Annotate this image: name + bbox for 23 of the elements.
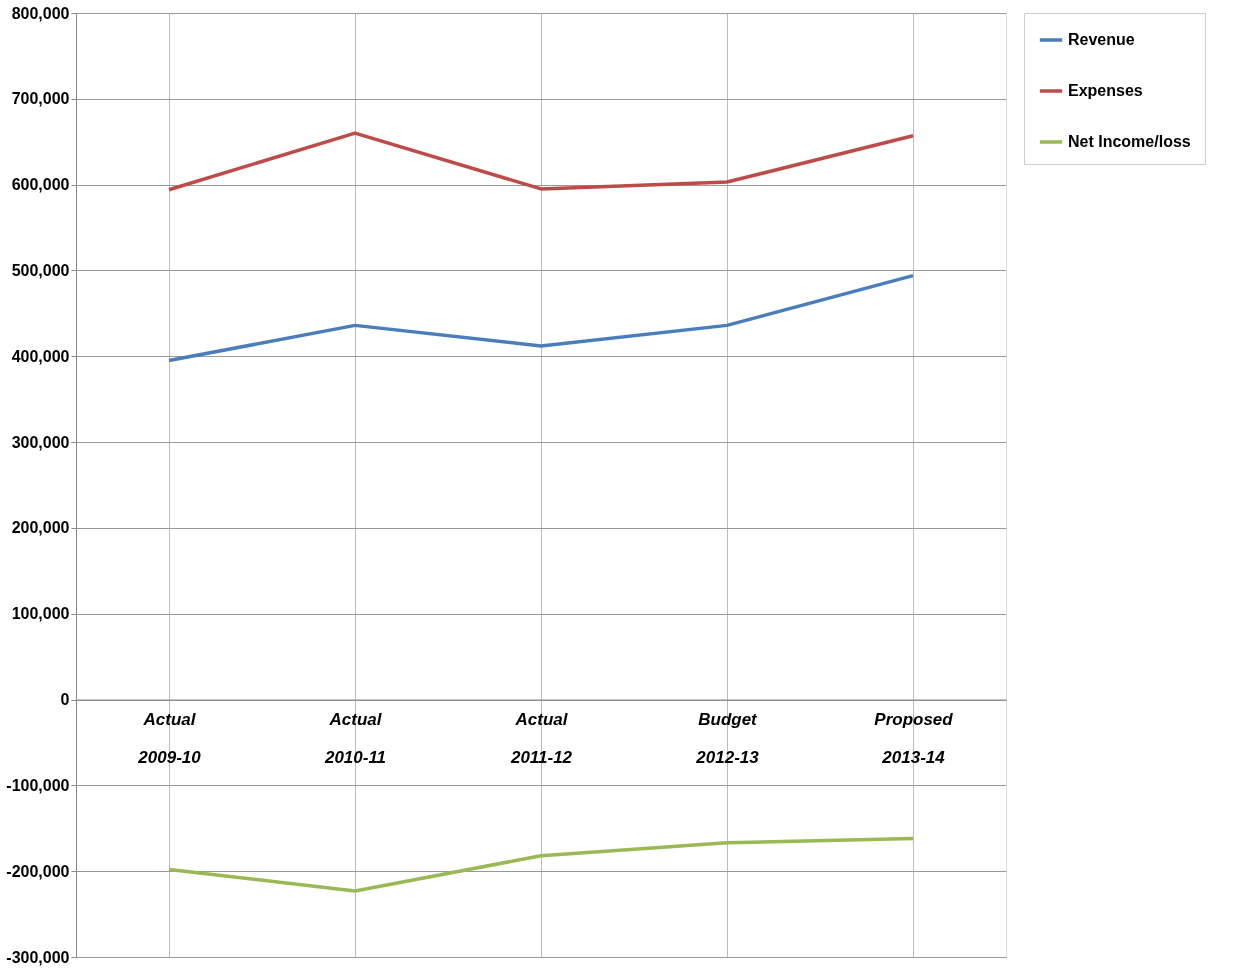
- y-tick-label: 600,000: [11, 176, 70, 194]
- legend-label: Expenses: [1068, 82, 1143, 99]
- y-tick-label: -100,000: [6, 776, 70, 794]
- line-series: [167, 131, 915, 192]
- y-tick-label: 100,000: [11, 605, 70, 623]
- x-tick-label: Proposed 2013-14: [874, 710, 954, 768]
- y-tick-label: -300,000: [6, 948, 70, 966]
- legend-label: Net Income/loss: [1068, 133, 1191, 150]
- y-tick-label: -200,000: [6, 862, 70, 880]
- y-tick-label: 0: [60, 691, 70, 709]
- x-tick-label: Actual 2011-12: [509, 710, 573, 768]
- y-tick-label: 700,000: [11, 90, 70, 108]
- line-series: [167, 836, 915, 893]
- line-series: [167, 273, 915, 363]
- y-tick-label: 300,000: [11, 433, 70, 451]
- y-tick-label: 500,000: [11, 261, 70, 279]
- x-tick-label: Actual 2010-11: [323, 710, 387, 768]
- y-tick-label: 200,000: [11, 519, 70, 537]
- y-tick-label: 400,000: [11, 347, 70, 365]
- x-tick-label: Budget 2012-13: [695, 710, 760, 768]
- legend-label: Revenue: [1068, 31, 1135, 48]
- y-tick-label: 800,000: [11, 4, 70, 22]
- x-tick-label: Actual 2009-10: [137, 710, 202, 768]
